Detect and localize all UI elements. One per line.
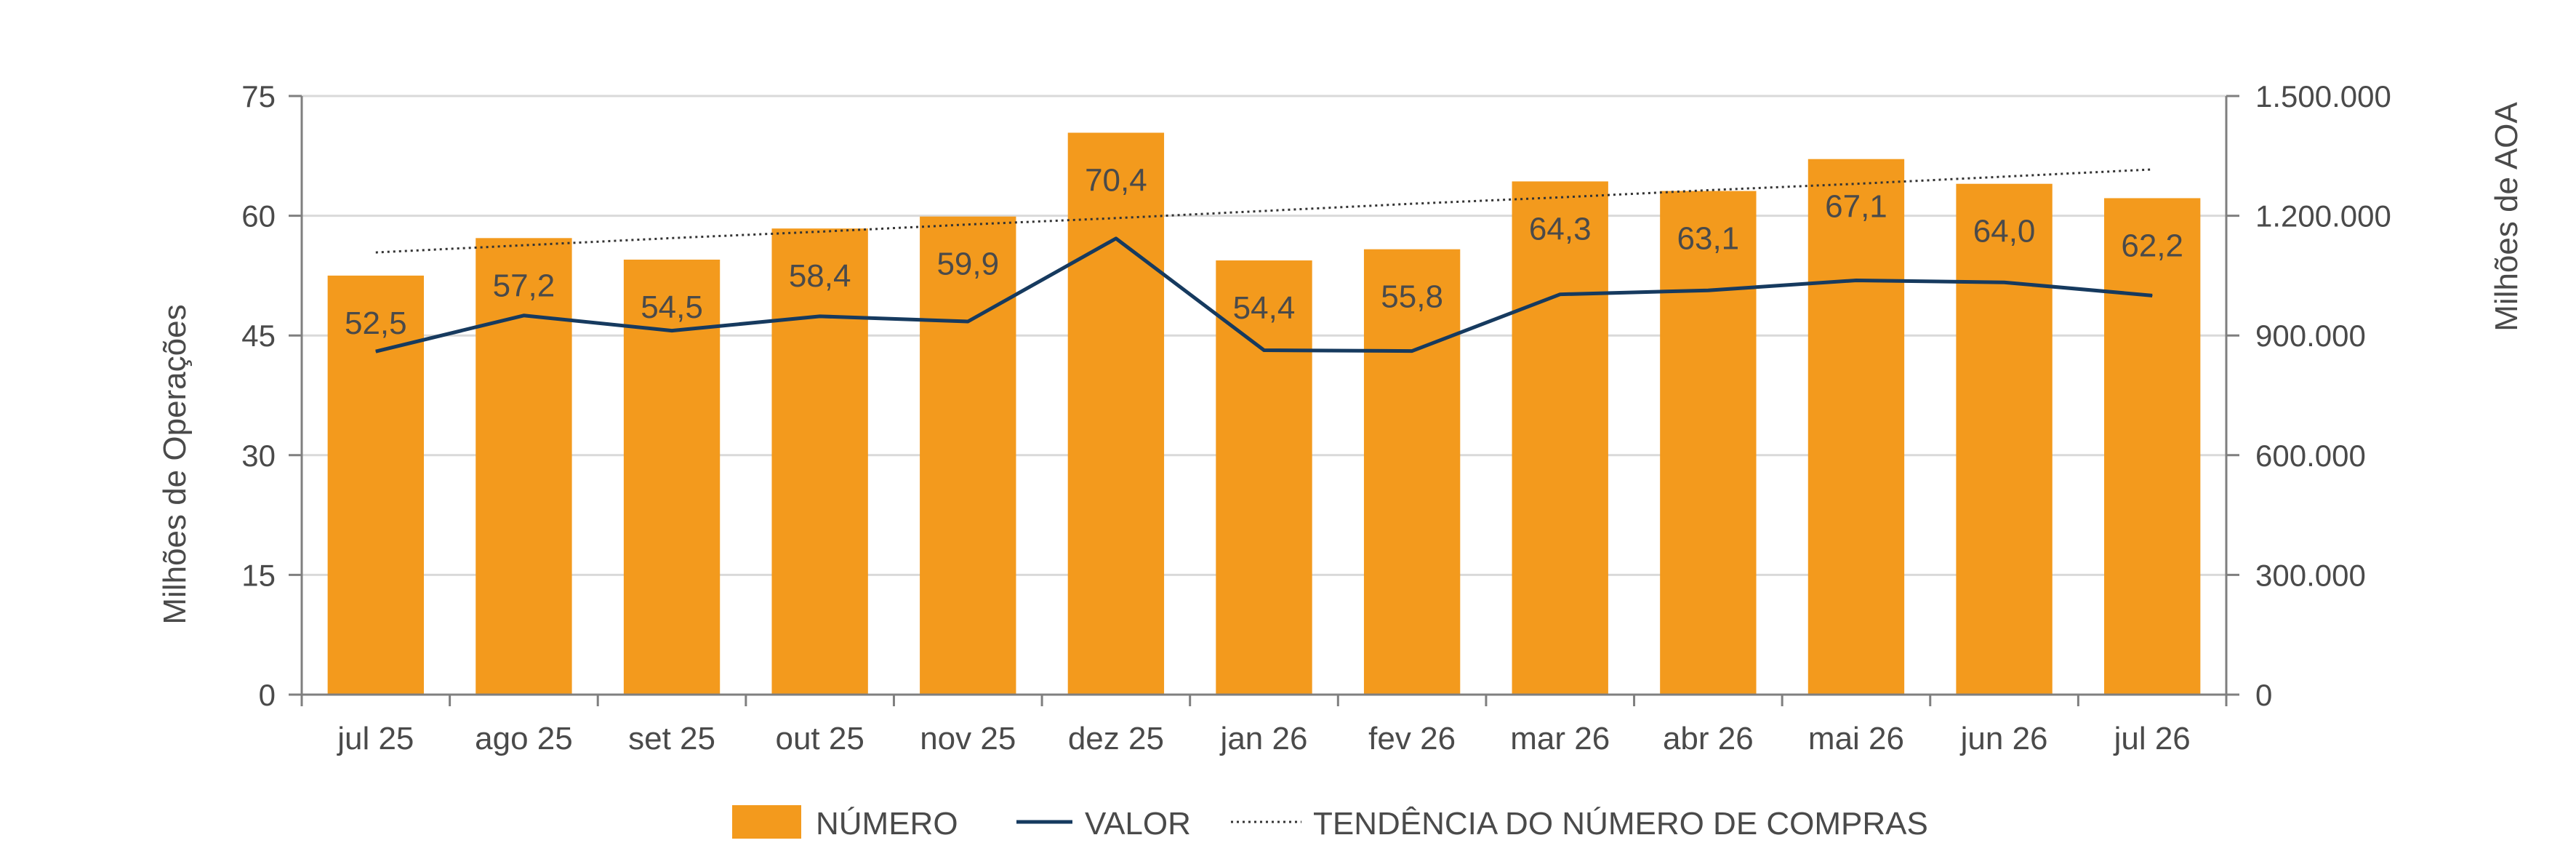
legend-label-numero: NÚMERO <box>816 806 958 842</box>
axes: 0 15 30 45 60 75 0 300.000 600.000 900.000 1.200.0… <box>157 79 2524 756</box>
left-tick-label: 60 <box>241 199 276 233</box>
data-label: 55,8 <box>1381 279 1443 315</box>
bar <box>771 228 868 695</box>
legend-swatch-numero <box>732 805 801 839</box>
category-label: mar 26 <box>1510 721 1610 756</box>
bar <box>920 216 1016 695</box>
value-point <box>1855 279 1857 281</box>
value-point <box>671 330 673 332</box>
category-label: abr 26 <box>1663 721 1754 756</box>
data-label: 67,1 <box>1825 189 1887 225</box>
line-series <box>375 236 2153 353</box>
value-point <box>1707 289 1709 291</box>
data-label: 64,3 <box>1529 211 1592 247</box>
category-label: fev 26 <box>1368 721 1456 756</box>
bar-series <box>327 132 2201 695</box>
category-label: set 25 <box>628 721 715 756</box>
legend-label-tendencia: TENDÊNCIA DO NÚMERO DE COMPRAS <box>1313 806 1928 842</box>
bar <box>1216 260 1312 695</box>
right-tick-label: 600.000 <box>2255 439 2366 473</box>
category-label: jul 26 <box>2113 721 2191 756</box>
data-label: 62,2 <box>2121 228 2183 263</box>
value-point <box>1115 238 1117 239</box>
bar <box>1660 191 1757 695</box>
data-label: 54,4 <box>1233 290 1296 326</box>
data-label: 54,5 <box>641 289 703 325</box>
right-tick-label: 1.500.000 <box>2255 79 2391 113</box>
data-label: 57,2 <box>493 268 555 303</box>
category-label: jun 26 <box>1959 721 2048 756</box>
value-point <box>2004 281 2005 283</box>
right-tick-label: 900.000 <box>2255 319 2366 353</box>
right-axis-title: Milhões de AOA <box>2489 102 2524 332</box>
data-label: 59,9 <box>936 247 999 282</box>
data-label: 64,0 <box>1973 214 2036 249</box>
category-label: ago 25 <box>475 721 573 756</box>
bar <box>1956 183 2053 695</box>
left-tick-label: 75 <box>241 79 276 113</box>
bar <box>1807 159 1905 695</box>
data-labels: 52,5 57,2 54,5 58,4 59,9 70,4 54,4 55,8 64,3 63,1… <box>345 162 2183 340</box>
left-tick-label: 30 <box>241 439 276 473</box>
category-label: jul 25 <box>336 721 414 756</box>
data-label: 63,1 <box>1677 221 1740 257</box>
category-label: out 25 <box>775 721 864 756</box>
category-label: jan 26 <box>1219 721 1308 756</box>
legend: NÚMERO VALOR TENDÊNCIA DO NÚMERO DE COMPRA… <box>732 805 1928 842</box>
bar <box>2104 198 2201 695</box>
left-tick-label: 45 <box>241 319 276 353</box>
legend-label-valor: VALOR <box>1085 806 1191 842</box>
data-label: 52,5 <box>345 305 407 341</box>
category-label: mai 26 <box>1808 721 1904 756</box>
right-tick-label: 1.200.000 <box>2255 199 2391 233</box>
bar <box>1363 249 1461 695</box>
value-point <box>375 351 377 352</box>
value-point <box>523 315 524 316</box>
left-axis-title: Milhões de Operações <box>157 304 193 624</box>
left-tick-label: 0 <box>259 678 276 712</box>
left-tick-label: 15 <box>241 558 276 592</box>
bar <box>1512 181 1608 695</box>
value-point <box>2151 295 2153 296</box>
data-label: 70,4 <box>1085 162 1147 198</box>
category-label: dez 25 <box>1068 721 1164 756</box>
category-label: nov 25 <box>920 721 1016 756</box>
bar <box>476 238 572 695</box>
right-tick-label: 300.000 <box>2255 558 2366 592</box>
right-tick-label: 0 <box>2255 678 2272 712</box>
bar <box>1067 132 1165 695</box>
data-label: 58,4 <box>789 258 851 294</box>
